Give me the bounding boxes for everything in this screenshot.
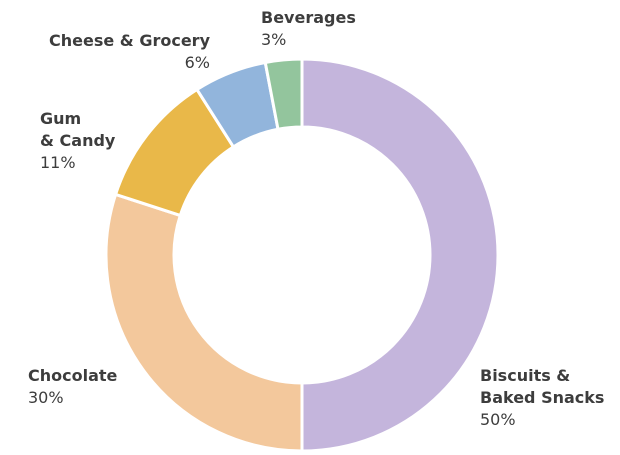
slice-label-beverages: Beverages 3% [261, 7, 356, 51]
slice-label-chocolate-name: Chocolate [28, 366, 118, 385]
donut-slices [104, 57, 500, 453]
slice-label-biscuits-name-line1: Biscuits & [480, 366, 571, 385]
slice-label-gum-candy-name-line1: Gum [40, 109, 82, 128]
slice-biscuits-baked-snacks [300, 57, 500, 453]
slice-label-cheese-grocery: Cheese & Grocery 6% [38, 30, 210, 74]
slice-label-biscuits-value: 50% [480, 410, 516, 429]
slice-label-chocolate-value: 30% [28, 388, 64, 407]
slice-label-cheese-grocery-name: Cheese & Grocery [49, 31, 210, 50]
slice-beverages [263, 57, 304, 132]
slice-label-beverages-name: Beverages [261, 8, 356, 27]
slice-label-gum-candy-value: 11% [40, 153, 76, 172]
slice-label-biscuits-name-line2: Baked Snacks [480, 388, 605, 407]
slice-label-gum-candy-name-line2: & Candy [40, 131, 116, 150]
slice-label-biscuits-baked-snacks: Biscuits & Baked Snacks 50% [480, 365, 604, 431]
slice-chocolate [104, 192, 304, 453]
slice-label-chocolate: Chocolate 30% [28, 365, 117, 409]
slice-label-cheese-grocery-value: 6% [184, 53, 210, 72]
slice-label-gum-candy: Gum & Candy 11% [40, 108, 115, 174]
slice-label-beverages-value: 3% [261, 30, 287, 49]
